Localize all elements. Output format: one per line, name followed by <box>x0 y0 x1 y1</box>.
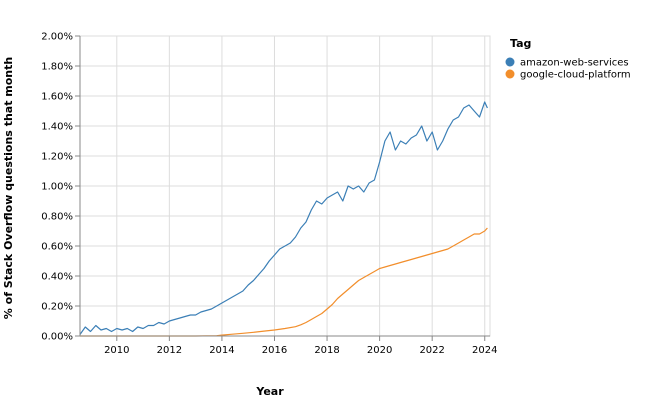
legend: Tag amazon-web-servicesgoogle-cloud-plat… <box>505 37 631 81</box>
legend-label: amazon-web-services <box>520 58 629 69</box>
y-tick-label: 1.80% <box>41 62 73 73</box>
y-tick-label: 0.60% <box>41 242 73 253</box>
y-tick-label: 2.00% <box>41 32 73 43</box>
y-axis-title: % of Stack Overflow questions that month <box>2 57 15 319</box>
x-axis-ticks: 2010 2012 2014 2016 2018 2020 2022 2024 <box>104 336 497 356</box>
legend-title: Tag <box>510 37 531 50</box>
series-line-amazon-web-services <box>79 101 488 335</box>
x-tick-label: 2020 <box>367 345 392 356</box>
y-tick-label: 1.00% <box>41 182 73 193</box>
x-tick-label: 2022 <box>419 345 444 356</box>
x-tick-label: 2012 <box>157 345 182 356</box>
y-tick-label: 0.80% <box>41 212 73 223</box>
y-tick-label: 0.20% <box>41 302 73 313</box>
y-tick-label: 1.60% <box>41 92 73 103</box>
x-tick-label: 2024 <box>472 345 497 356</box>
y-tick-label: 0.00% <box>41 332 73 343</box>
y-tick-label: 1.40% <box>41 122 73 133</box>
legend-swatch-google-cloud-platform <box>505 69 515 79</box>
y-tick-label: 1.20% <box>41 152 73 163</box>
legend-swatch-amazon-web-services <box>505 57 515 67</box>
x-axis-title: Year <box>255 385 284 398</box>
legend-label: google-cloud-platform <box>520 70 631 81</box>
x-tick-label: 2016 <box>262 345 287 356</box>
x-tick-label: 2018 <box>314 345 339 356</box>
series-line-google-cloud-platform <box>80 227 488 337</box>
series-layer <box>79 101 488 337</box>
grid-lines <box>80 35 490 337</box>
x-tick-label: 2010 <box>104 345 129 356</box>
x-tick-label: 2014 <box>209 345 234 356</box>
y-tick-label: 0.40% <box>41 272 73 283</box>
y-axis-ticks: 0.00% 0.20% 0.40% 0.60% 0.80% 1.00% 1.20% 1.40%… <box>41 32 80 343</box>
